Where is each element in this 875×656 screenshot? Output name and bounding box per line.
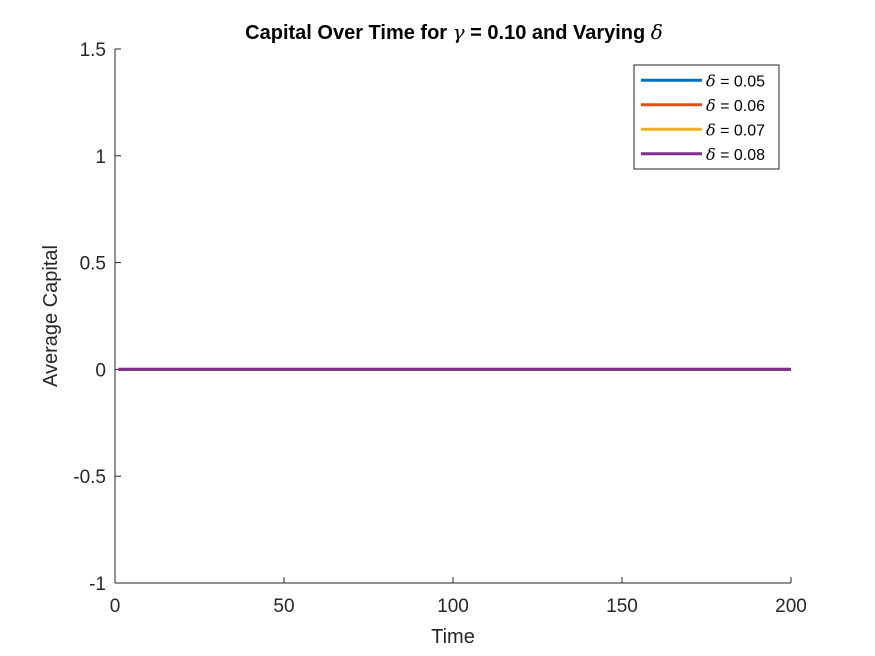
title-gamma-symbol: γ [453,20,465,44]
legend: δ = 0.05δ = 0.06δ = 0.07δ = 0.08 [633,64,780,170]
x-tick-label: 50 [273,596,294,617]
y-tick-label: -1 [89,574,106,595]
y-tick-label: 1.5 [80,40,106,61]
y-tick-label: 1 [95,147,106,168]
title-text-middle: = 0.10 and Varying [465,22,651,44]
y-tick-label: 0.5 [80,254,106,275]
y-tick-label: -0.5 [73,467,106,488]
y-tick-label: 0 [95,360,106,381]
legend-label-1: δ = 0.05 [706,71,765,90]
legend-label-2: δ = 0.06 [706,96,765,115]
legend-label-4: δ = 0.08 [706,145,765,164]
legend-value-text: = 0.05 [716,73,765,90]
plot-axes [114,48,792,584]
y-axis-label: Average Capital [40,245,62,387]
x-tick-label: 200 [775,596,807,617]
legend-delta-symbol: δ [706,145,716,164]
x-axis-label: Time [431,626,475,648]
tick-labels: 0 50 100 150 200 -1 -0.5 0 0.5 1 1.5 [73,40,807,617]
legend-value-text: = 0.08 [716,147,765,164]
legend-value-text: = 0.07 [716,122,765,139]
legend-delta-symbol: δ [706,71,716,90]
x-tick-label: 100 [437,596,469,617]
legend-delta-symbol: δ [706,96,716,115]
x-tick-label: 150 [606,596,638,617]
legend-label-3: δ = 0.07 [706,120,765,139]
chart-title: Capital Over Time for γ = 0.10 and Varyi… [245,20,663,44]
legend-box [633,64,780,170]
title-delta-symbol: δ [651,20,663,44]
title-text-prefix: Capital Over Time for [245,22,452,44]
x-tick-label: 0 [110,596,121,617]
legend-value-text: = 0.06 [716,98,765,115]
legend-delta-symbol: δ [706,120,716,139]
